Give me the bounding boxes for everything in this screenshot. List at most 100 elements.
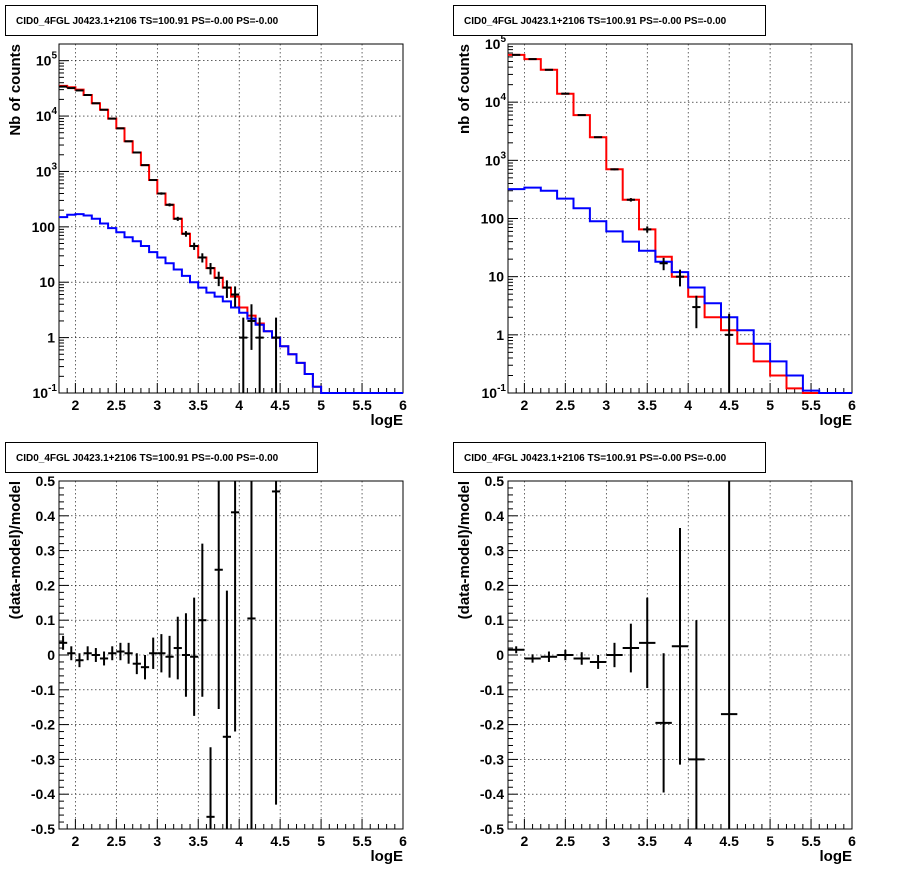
x-tick-label: 6 <box>848 397 856 413</box>
x-tick-label: 3 <box>602 833 610 849</box>
x-axis-label: logE <box>371 848 404 865</box>
x-tick-label: 3 <box>602 397 610 413</box>
data-point <box>206 263 215 275</box>
data-point <box>222 280 231 298</box>
y-tick-label: 0.3 <box>36 543 56 559</box>
axes-ticks <box>507 480 853 830</box>
data-point <box>239 317 248 393</box>
x-tick-label: 4 <box>684 397 692 413</box>
data-point <box>692 295 701 329</box>
series-model-background-line <box>508 186 852 394</box>
y-tick-label: -0.2 <box>31 717 55 733</box>
x-tick-label: 2.5 <box>556 833 576 849</box>
data-point <box>157 192 166 195</box>
series-group <box>59 481 281 829</box>
y-tick-label: -0.3 <box>31 751 55 767</box>
data-point <box>91 648 100 662</box>
x-tick-label: 3.5 <box>189 397 209 413</box>
data-point <box>149 637 158 669</box>
x-tick-label: 5 <box>317 397 325 413</box>
y-tick-label: 10 <box>488 269 504 285</box>
data-point <box>108 646 117 661</box>
title-box <box>453 442 766 473</box>
data-point <box>149 179 158 182</box>
panel-title: CID0_4FGL J0423.1+2106 TS=100.91 PS=-0.0… <box>16 16 279 27</box>
axes-ticks <box>58 480 404 830</box>
data-point <box>83 646 92 661</box>
title-box <box>5 442 318 473</box>
series-model-total-line <box>508 53 852 394</box>
data-point <box>157 634 166 673</box>
x-tick-label: 3.5 <box>638 397 658 413</box>
data-point <box>198 543 207 697</box>
grid <box>59 44 403 393</box>
y-tick-label: 0.3 <box>485 543 505 559</box>
data-point <box>688 620 705 829</box>
data-point <box>75 653 84 668</box>
data-point <box>67 646 76 661</box>
data-point <box>59 635 68 650</box>
data-point <box>198 253 207 263</box>
y-tick-label: 100 <box>481 211 505 227</box>
y-tick-label: -0.5 <box>480 821 504 837</box>
data-point <box>190 597 199 716</box>
data-point <box>173 616 182 680</box>
data-point <box>214 271 223 287</box>
grid <box>59 481 403 829</box>
data-point <box>255 317 264 393</box>
series-model-total-line <box>59 84 403 394</box>
y-tick-label: 0 <box>47 647 55 663</box>
data-point <box>659 257 668 271</box>
series-group <box>59 84 403 394</box>
x-tick-label: 3.5 <box>189 833 209 849</box>
panel-title: CID0_4FGL J0423.1+2106 TS=100.91 PS=-0.0… <box>16 453 279 464</box>
x-tick-label: 4.5 <box>719 397 739 413</box>
data-point <box>231 481 240 732</box>
y-tick-label: 0.5 <box>36 473 56 489</box>
x-tick-label: 2 <box>520 833 528 849</box>
data-point <box>214 481 223 709</box>
y-tick-label: 1 <box>496 327 504 343</box>
y-axis-label: Nb of counts <box>7 44 24 136</box>
data-point <box>132 151 141 154</box>
data-point <box>231 286 240 307</box>
data-point <box>573 652 590 665</box>
y-tick-label: 0.2 <box>36 577 56 593</box>
data-point <box>116 642 125 661</box>
x-tick-label: 5.5 <box>352 833 372 849</box>
x-axis-label: logE <box>371 412 404 429</box>
data-point <box>247 304 256 350</box>
y-tick-label: -0.1 <box>480 682 504 698</box>
x-tick-label: 4.5 <box>270 833 290 849</box>
y-tick-label: 100 <box>32 219 56 235</box>
data-point <box>124 140 133 143</box>
x-tick-label: 4.5 <box>270 397 290 413</box>
data-point <box>116 127 125 130</box>
y-tick-label: 10-1 <box>482 383 507 401</box>
data-point <box>271 481 281 805</box>
data-point <box>508 646 525 654</box>
axes-ticks <box>507 43 853 394</box>
data-point <box>124 642 133 664</box>
data-point <box>594 136 603 139</box>
data-point <box>108 117 117 120</box>
y-tick-label: 103 <box>36 161 58 179</box>
x-tick-label: 3 <box>153 397 161 413</box>
data-point <box>140 164 150 167</box>
y-tick-label: 1 <box>47 330 55 346</box>
x-tick-label: 4 <box>235 833 243 849</box>
data-point <box>626 198 635 202</box>
data-point <box>639 597 656 689</box>
data-point <box>190 242 199 250</box>
x-tick-label: 5 <box>766 833 774 849</box>
x-tick-label: 6 <box>399 833 407 849</box>
panel-bottom-left: CID0_4FGL J0423.1+2106 TS=100.91 PS=-0.0… <box>5 442 407 865</box>
y-tick-label: -0.4 <box>31 786 55 802</box>
data-point <box>132 653 141 675</box>
data-point <box>181 613 191 697</box>
data-point <box>675 269 685 287</box>
y-tick-label: 0.4 <box>36 508 56 524</box>
x-tick-label: 6 <box>399 397 407 413</box>
data-point <box>643 226 652 233</box>
title-box <box>5 5 318 36</box>
